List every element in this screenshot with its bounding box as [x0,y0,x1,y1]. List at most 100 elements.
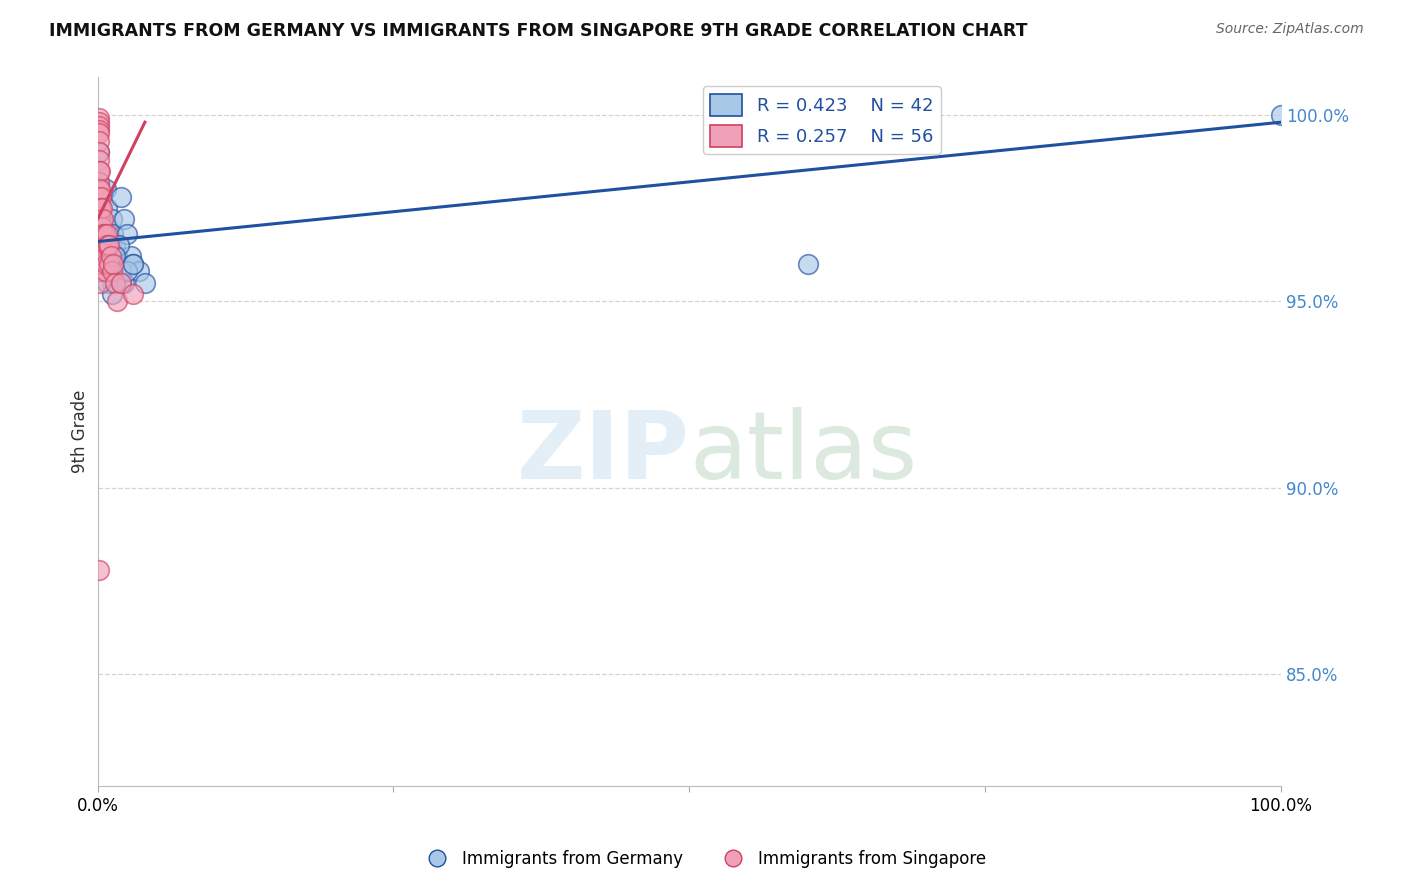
Point [112,276,135,290]
Point [89,264,111,278]
Point [93,257,115,271]
Point [90,219,112,234]
Y-axis label: 9th Grade: 9th Grade [72,390,89,474]
Text: Source: ZipAtlas.com: Source: ZipAtlas.com [1216,22,1364,37]
Point [104,257,127,271]
Point [96,276,118,290]
Point [100,264,122,278]
Point [87,112,110,126]
Point [87,245,110,260]
Text: atlas: atlas [689,407,918,499]
Point [87,264,110,278]
Point [87,145,110,159]
Point [96,227,118,241]
Point [105,294,128,309]
Point [87,190,110,204]
Point [96,201,118,215]
Point [89,212,111,227]
Point [87,257,110,271]
Point [104,250,127,264]
Point [108,257,131,271]
Point [87,145,110,159]
Point [105,250,128,264]
Point [93,238,115,252]
Point [134,276,156,290]
Point [87,238,110,252]
Point [87,219,110,234]
Point [115,227,138,241]
Point [89,250,111,264]
Point [94,238,117,252]
Point [89,238,111,252]
Point [89,201,111,215]
Point [89,163,111,178]
Point [97,219,120,234]
Point [108,238,131,252]
Point [98,264,121,278]
Point [98,257,121,271]
Legend: Immigrants from Germany, Immigrants from Singapore: Immigrants from Germany, Immigrants from… [413,844,993,875]
Point [97,238,120,252]
Point [87,122,110,136]
Point [91,238,114,252]
Point [98,227,121,241]
Point [112,212,135,227]
Point [87,119,110,133]
Point [87,563,110,577]
Text: IMMIGRANTS FROM GERMANY VS IMMIGRANTS FROM SINGAPORE 9TH GRADE CORRELATION CHART: IMMIGRANTS FROM GERMANY VS IMMIGRANTS FR… [49,22,1028,40]
Point [93,227,115,241]
Point [100,212,122,227]
Point [104,238,127,252]
Point [122,286,145,301]
Point [110,276,132,290]
Point [90,201,112,215]
Point [89,201,111,215]
Point [90,238,112,252]
Point [87,134,110,148]
Point [89,227,111,241]
Point [120,250,142,264]
Point [128,264,150,278]
Point [796,257,818,271]
Point [122,257,145,271]
Point [101,257,124,271]
Point [91,201,114,215]
Point [89,190,111,204]
Point [1270,108,1292,122]
Point [93,227,115,241]
Point [100,238,122,252]
Point [110,190,132,204]
Point [91,219,114,234]
Point [87,175,110,189]
Point [87,163,110,178]
Text: ZIP: ZIP [516,407,689,499]
Point [90,212,112,227]
Point [115,264,138,278]
Point [100,286,122,301]
Point [101,227,124,241]
Point [94,245,117,260]
Point [98,238,121,252]
Point [87,153,110,167]
Point [91,219,114,234]
Point [87,201,110,215]
Point [94,182,117,196]
Point [87,127,110,141]
Point [104,276,127,290]
Point [93,264,115,278]
Point [87,115,110,129]
Point [94,257,117,271]
Point [90,257,112,271]
Point [89,182,111,196]
Point [93,212,115,227]
Point [93,227,115,241]
Point [87,175,110,189]
Point [110,276,132,290]
Point [122,257,145,271]
Point [90,190,112,204]
Point [87,163,110,178]
Point [93,245,115,260]
Point [110,264,132,278]
Point [87,227,110,241]
Point [89,276,111,290]
